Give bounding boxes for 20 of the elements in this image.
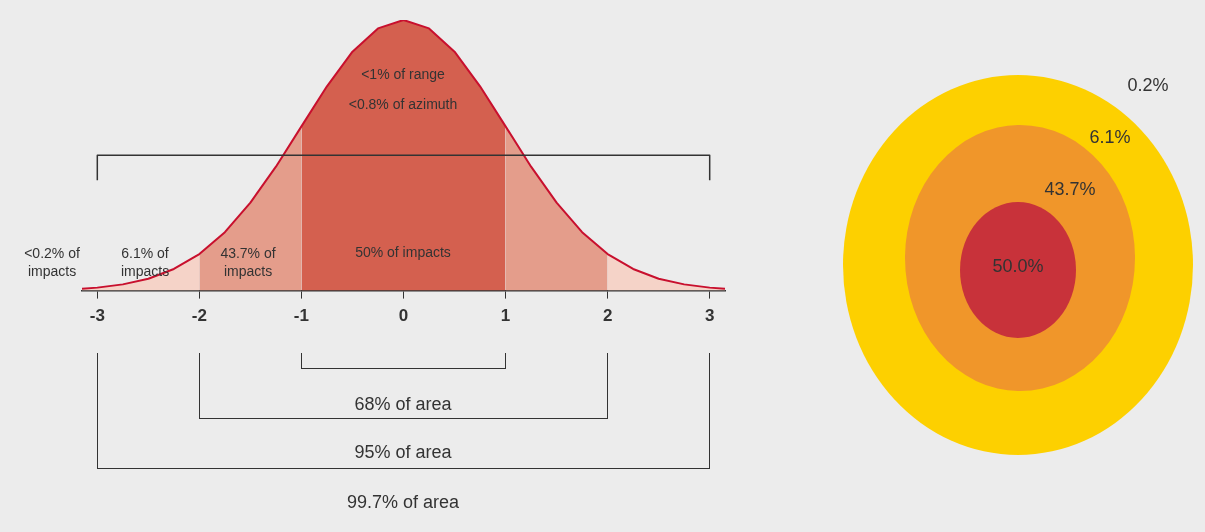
x-tick-label: 1 [500,306,511,326]
text: 0.2% [1127,74,1169,95]
annotation: <1% of range [361,65,446,82]
x-tick-label: -3 [89,306,105,326]
annotation: 6.1% of impacts [120,244,170,279]
text: <0.2% of impacts [24,244,80,279]
text: 99.7% of area [346,491,461,512]
x-tick-label: 0 [398,306,409,326]
text: 95% of area [354,441,453,462]
x-tick-label: 3 [704,306,715,326]
text: 6.1% [1089,126,1131,147]
annotation: 50% of impacts [355,243,451,260]
text: 43.7% [1044,178,1096,199]
text: 68% of area [354,393,453,414]
annotation: <0.8% of azimuth [348,95,458,112]
x-tick-label: -1 [293,306,309,326]
x-tick-label: -2 [191,306,207,326]
text: 50.0% [992,255,1044,276]
x-tick-label: 2 [602,306,613,326]
annotation: 43.7% of impacts [220,244,276,279]
